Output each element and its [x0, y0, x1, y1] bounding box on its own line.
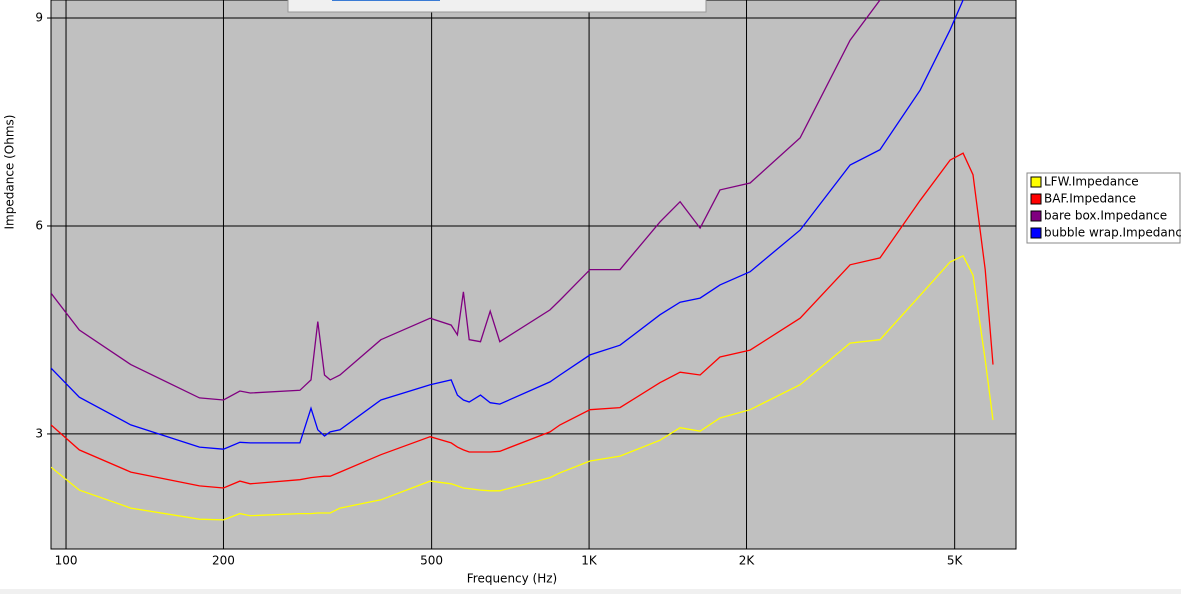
- x-tick-label: 2K: [739, 554, 756, 568]
- legend-swatch: [1030, 193, 1042, 205]
- y-axis-label: Impedance (Ohms): [3, 115, 17, 230]
- grid: [51, 0, 1016, 549]
- x-tick-label: 100: [55, 554, 78, 568]
- legend-label: bubble wrap.Impedance: [1044, 226, 1181, 240]
- legend: LFW.Impedance BAF.Impedance bare box.Imped…: [1026, 172, 1181, 244]
- series-line: [51, 254, 994, 521]
- series-line: [51, 0, 881, 401]
- x-tick-label: 500: [420, 554, 443, 568]
- series-line: [51, 152, 994, 489]
- y-tick-label: 9: [35, 11, 43, 25]
- legend-swatch: [1030, 210, 1042, 222]
- y-tick-label: 3: [35, 426, 43, 440]
- legend-label: bare box.Impedance: [1044, 209, 1167, 223]
- window-edge: [0, 589, 1181, 594]
- legend-box: [1026, 172, 1181, 244]
- dialog-bar: [332, 0, 440, 1]
- x-tick-label: 5K: [947, 554, 964, 568]
- legend-label: LFW.Impedance: [1044, 175, 1139, 189]
- x-tick-label: 200: [212, 554, 235, 568]
- x-axis-label: Frequency (Hz): [467, 572, 558, 586]
- legend-swatch: [1030, 176, 1042, 188]
- dialog-fragment: [287, 0, 707, 13]
- series-line: [51, 0, 964, 450]
- y-tick-label: 6: [35, 218, 43, 232]
- legend-swatch: [1030, 227, 1042, 239]
- ticks: 100 200 500 1K 2K 5K 3 6 9: [35, 11, 963, 568]
- plot-area: [50, 0, 1017, 550]
- legend-label: BAF.Impedance: [1044, 192, 1136, 206]
- x-tick-label: 1K: [581, 554, 598, 568]
- lines: [51, 0, 994, 521]
